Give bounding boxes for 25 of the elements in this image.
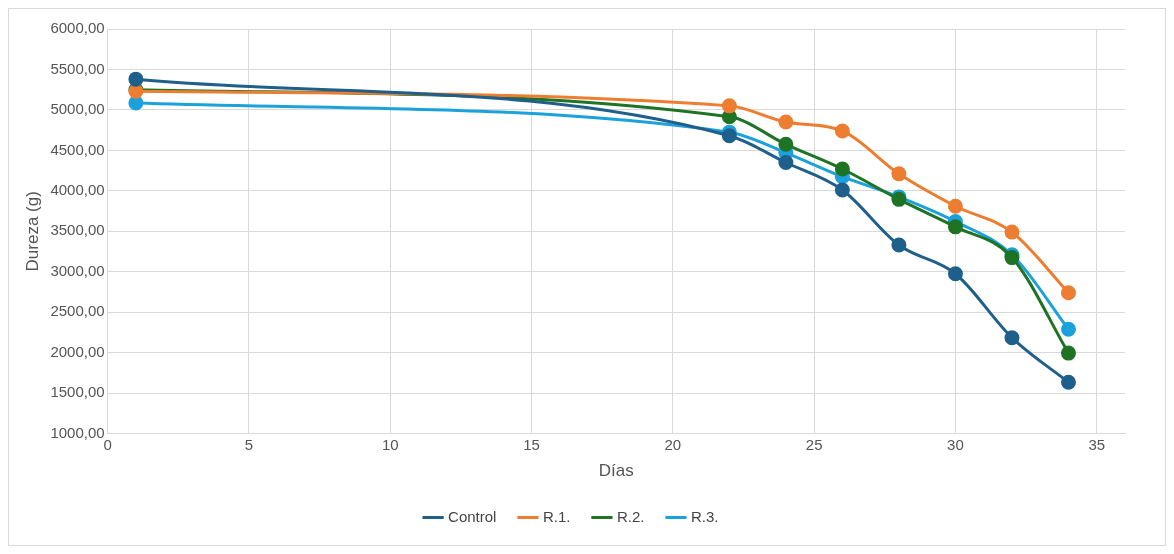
y-tick-label: 5000,00 [50, 100, 105, 118]
legend-label: R.1. [542, 507, 571, 525]
y-tick-label: 3500,00 [50, 221, 105, 239]
y-tick-label: 1500,00 [50, 383, 105, 401]
y-tick-label: 4000,00 [50, 180, 105, 198]
x-tick-label: 25 [805, 435, 823, 453]
x-tick-label: 30 [947, 435, 964, 453]
y-tick-label: 6000,00 [50, 19, 105, 37]
y-tick-label: 2500,00 [50, 302, 105, 320]
y-tick-label: 4500,00 [50, 140, 105, 158]
x-tick-label: 35 [1088, 435, 1106, 453]
x-tick-label: 20 [664, 435, 682, 453]
y-tick-label: 5500,00 [50, 59, 105, 77]
y-tick-label: 2000,00 [50, 342, 105, 360]
y-tick-label: 1000,00 [50, 423, 105, 441]
x-axis-title: Días [598, 461, 634, 481]
legend-label: R.3. [690, 507, 719, 525]
x-tick-label: 5 [244, 435, 254, 453]
y-tick-label: 3000,00 [50, 261, 105, 279]
legend-label: Control [448, 507, 497, 525]
x-tick-label: 0 [103, 435, 112, 453]
x-tick-label: 15 [523, 435, 540, 453]
y-axis-title: Dureza (g) [22, 191, 42, 272]
legend-label: R.2. [616, 507, 645, 525]
x-tick-label: 10 [381, 435, 399, 453]
